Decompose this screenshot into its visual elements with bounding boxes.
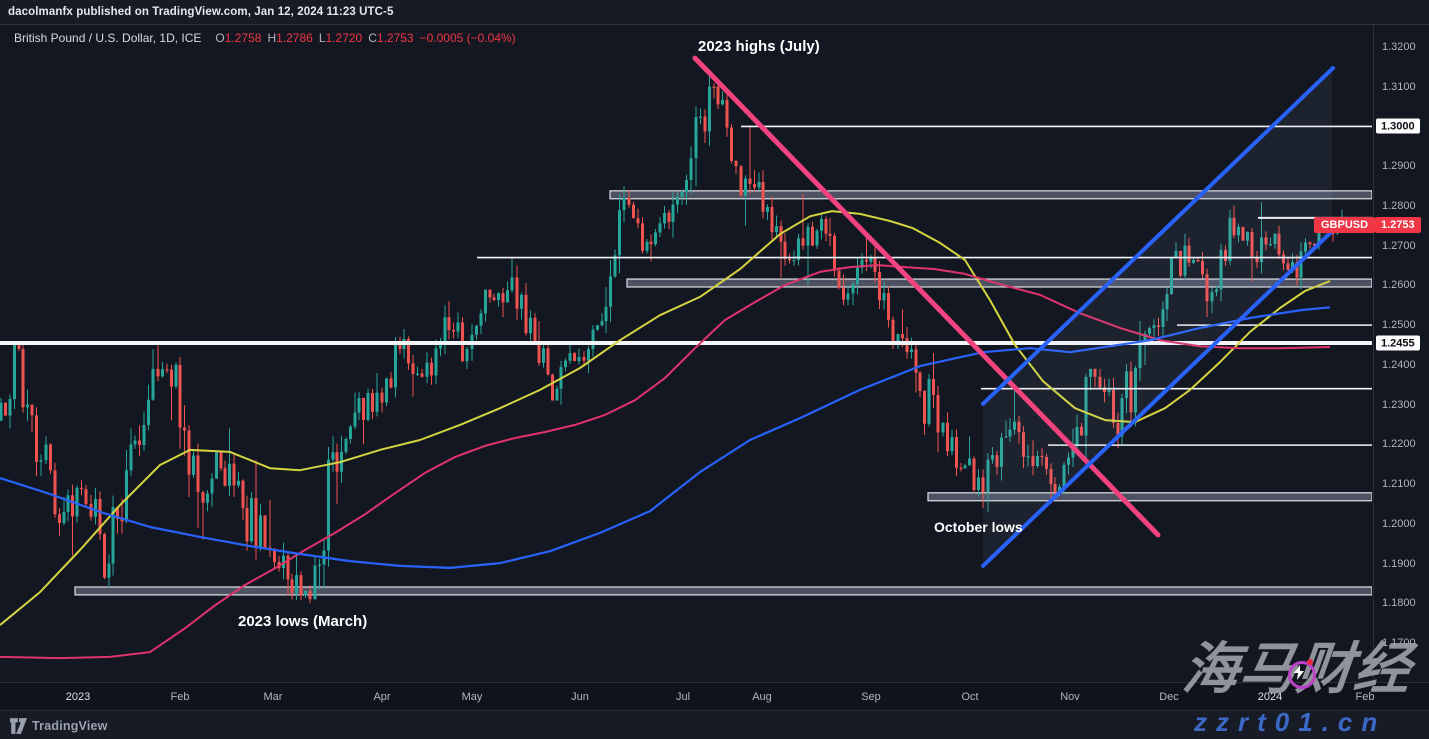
time-tick-2024: 2024 (1257, 691, 1283, 703)
price-tick-1.2600: 1.2600 (1382, 279, 1416, 292)
change-value: −0.0005 (−0.04%) (419, 31, 516, 45)
lows-2023-label: 2023 lows (March) (238, 613, 368, 630)
price-tick-1.2100: 1.2100 (1382, 478, 1416, 491)
time-tick-Feb: Feb (170, 691, 190, 703)
high-label: H (267, 31, 277, 45)
price-tick-1.1700: 1.1700 (1382, 637, 1416, 649)
high-value: 1.2786 (276, 31, 313, 45)
tradingview-logo-icon (10, 717, 27, 734)
time-tick-Jul: Jul (675, 691, 691, 703)
price-axis[interactable]: 1.3200 1.3100 1.3000 1.2900 1.2800 1.2700 1.26… (1373, 25, 1429, 710)
watermark-logo-circle (1288, 661, 1316, 689)
price-tick-1.3200: 1.3200 (1382, 41, 1416, 53)
price-tick-1.2900: 1.2900 (1382, 160, 1416, 173)
horizontal-levels (0, 125, 1372, 446)
time-tick-Nov: Nov (1060, 691, 1080, 703)
time-axis[interactable]: 2023 Feb Mar Apr May Jun Jul Aug Sep Oct Nov Dec 202… (0, 682, 1429, 711)
chart-pane[interactable] (0, 25, 1372, 682)
price-tick-1.2400: 1.2400 (1382, 358, 1416, 371)
downtrend-line[interactable] (692, 55, 1161, 538)
time-tick-2023: 2023 (65, 691, 91, 703)
time-tick-May: May (461, 691, 483, 703)
ma-blue-200 (0, 306, 1331, 569)
watermark-bolt-icon (1294, 665, 1304, 680)
price-tick-1.2000: 1.2000 (1382, 517, 1416, 530)
time-tick-Aug: Aug (752, 691, 772, 703)
channel-lower-line[interactable] (981, 219, 1344, 568)
price-tick-1.1900: 1.1900 (1382, 557, 1416, 570)
price-tick-1.2500: 1.2500 (1382, 319, 1416, 332)
low-value: 1.2720 (325, 31, 363, 45)
channel-upper-line[interactable] (981, 66, 1335, 406)
price-tick-1.1800: 1.1800 (1382, 597, 1416, 610)
time-tick-Feb: Feb (1355, 691, 1375, 703)
price-tick-1.2200: 1.2200 (1382, 438, 1416, 451)
symbol-title: British Pound / U.S. Dollar, 1D, ICE (14, 31, 202, 45)
watermark-logo-dot (1307, 659, 1313, 665)
time-tick-Dec: Dec (1159, 691, 1179, 703)
close-label: C (368, 31, 377, 45)
low-label: L (318, 31, 326, 45)
open-label: O (215, 31, 225, 45)
symbol-price-flag: GBPUSD (1314, 216, 1376, 233)
price-tick-1.2300: 1.2300 (1382, 398, 1416, 411)
october-lows-label: October lows (934, 519, 1023, 535)
open-value: 1.2758 (224, 31, 262, 45)
ma-crimson-100 (0, 264, 1331, 660)
time-tick-Oct: Oct (961, 691, 979, 703)
last-price-axis-label: 1.2753 (1375, 216, 1421, 233)
tradingview-logo: TradingView (10, 717, 108, 734)
price-badge-1.3000: 1.3000 (1376, 118, 1420, 134)
watermark-site: zzrt01.cn (1194, 707, 1387, 737)
price-badge-1.2455: 1.2455 (1376, 335, 1420, 351)
ma-yellow-50 (0, 210, 1331, 626)
price-tick-1.2800: 1.2800 (1382, 199, 1416, 212)
time-tick-Jun: Jun (571, 691, 589, 703)
close-value: 1.2753 (376, 31, 414, 45)
published-bar: dacolmanfx published on TradingView.com,… (0, 0, 1429, 25)
symbol-legend[interactable]: British Pound / U.S. Dollar, 1D, ICE O1.2… (14, 31, 516, 45)
time-tick-Mar: Mar (263, 691, 283, 703)
time-tick-Sep: Sep (861, 691, 881, 703)
time-tick-Apr: Apr (373, 691, 391, 703)
price-tick-1.3100: 1.3100 (1382, 80, 1416, 93)
candles (0, 70, 1344, 604)
tradingview-logo-text: TradingView (32, 718, 108, 733)
price-tick-1.2700: 1.2700 (1382, 239, 1416, 252)
highs-2023-label: 2023 highs (July) (698, 38, 820, 55)
bottom-bar: TradingView (0, 710, 1429, 739)
published-text: dacolmanfx published on TradingView.com,… (8, 6, 394, 18)
